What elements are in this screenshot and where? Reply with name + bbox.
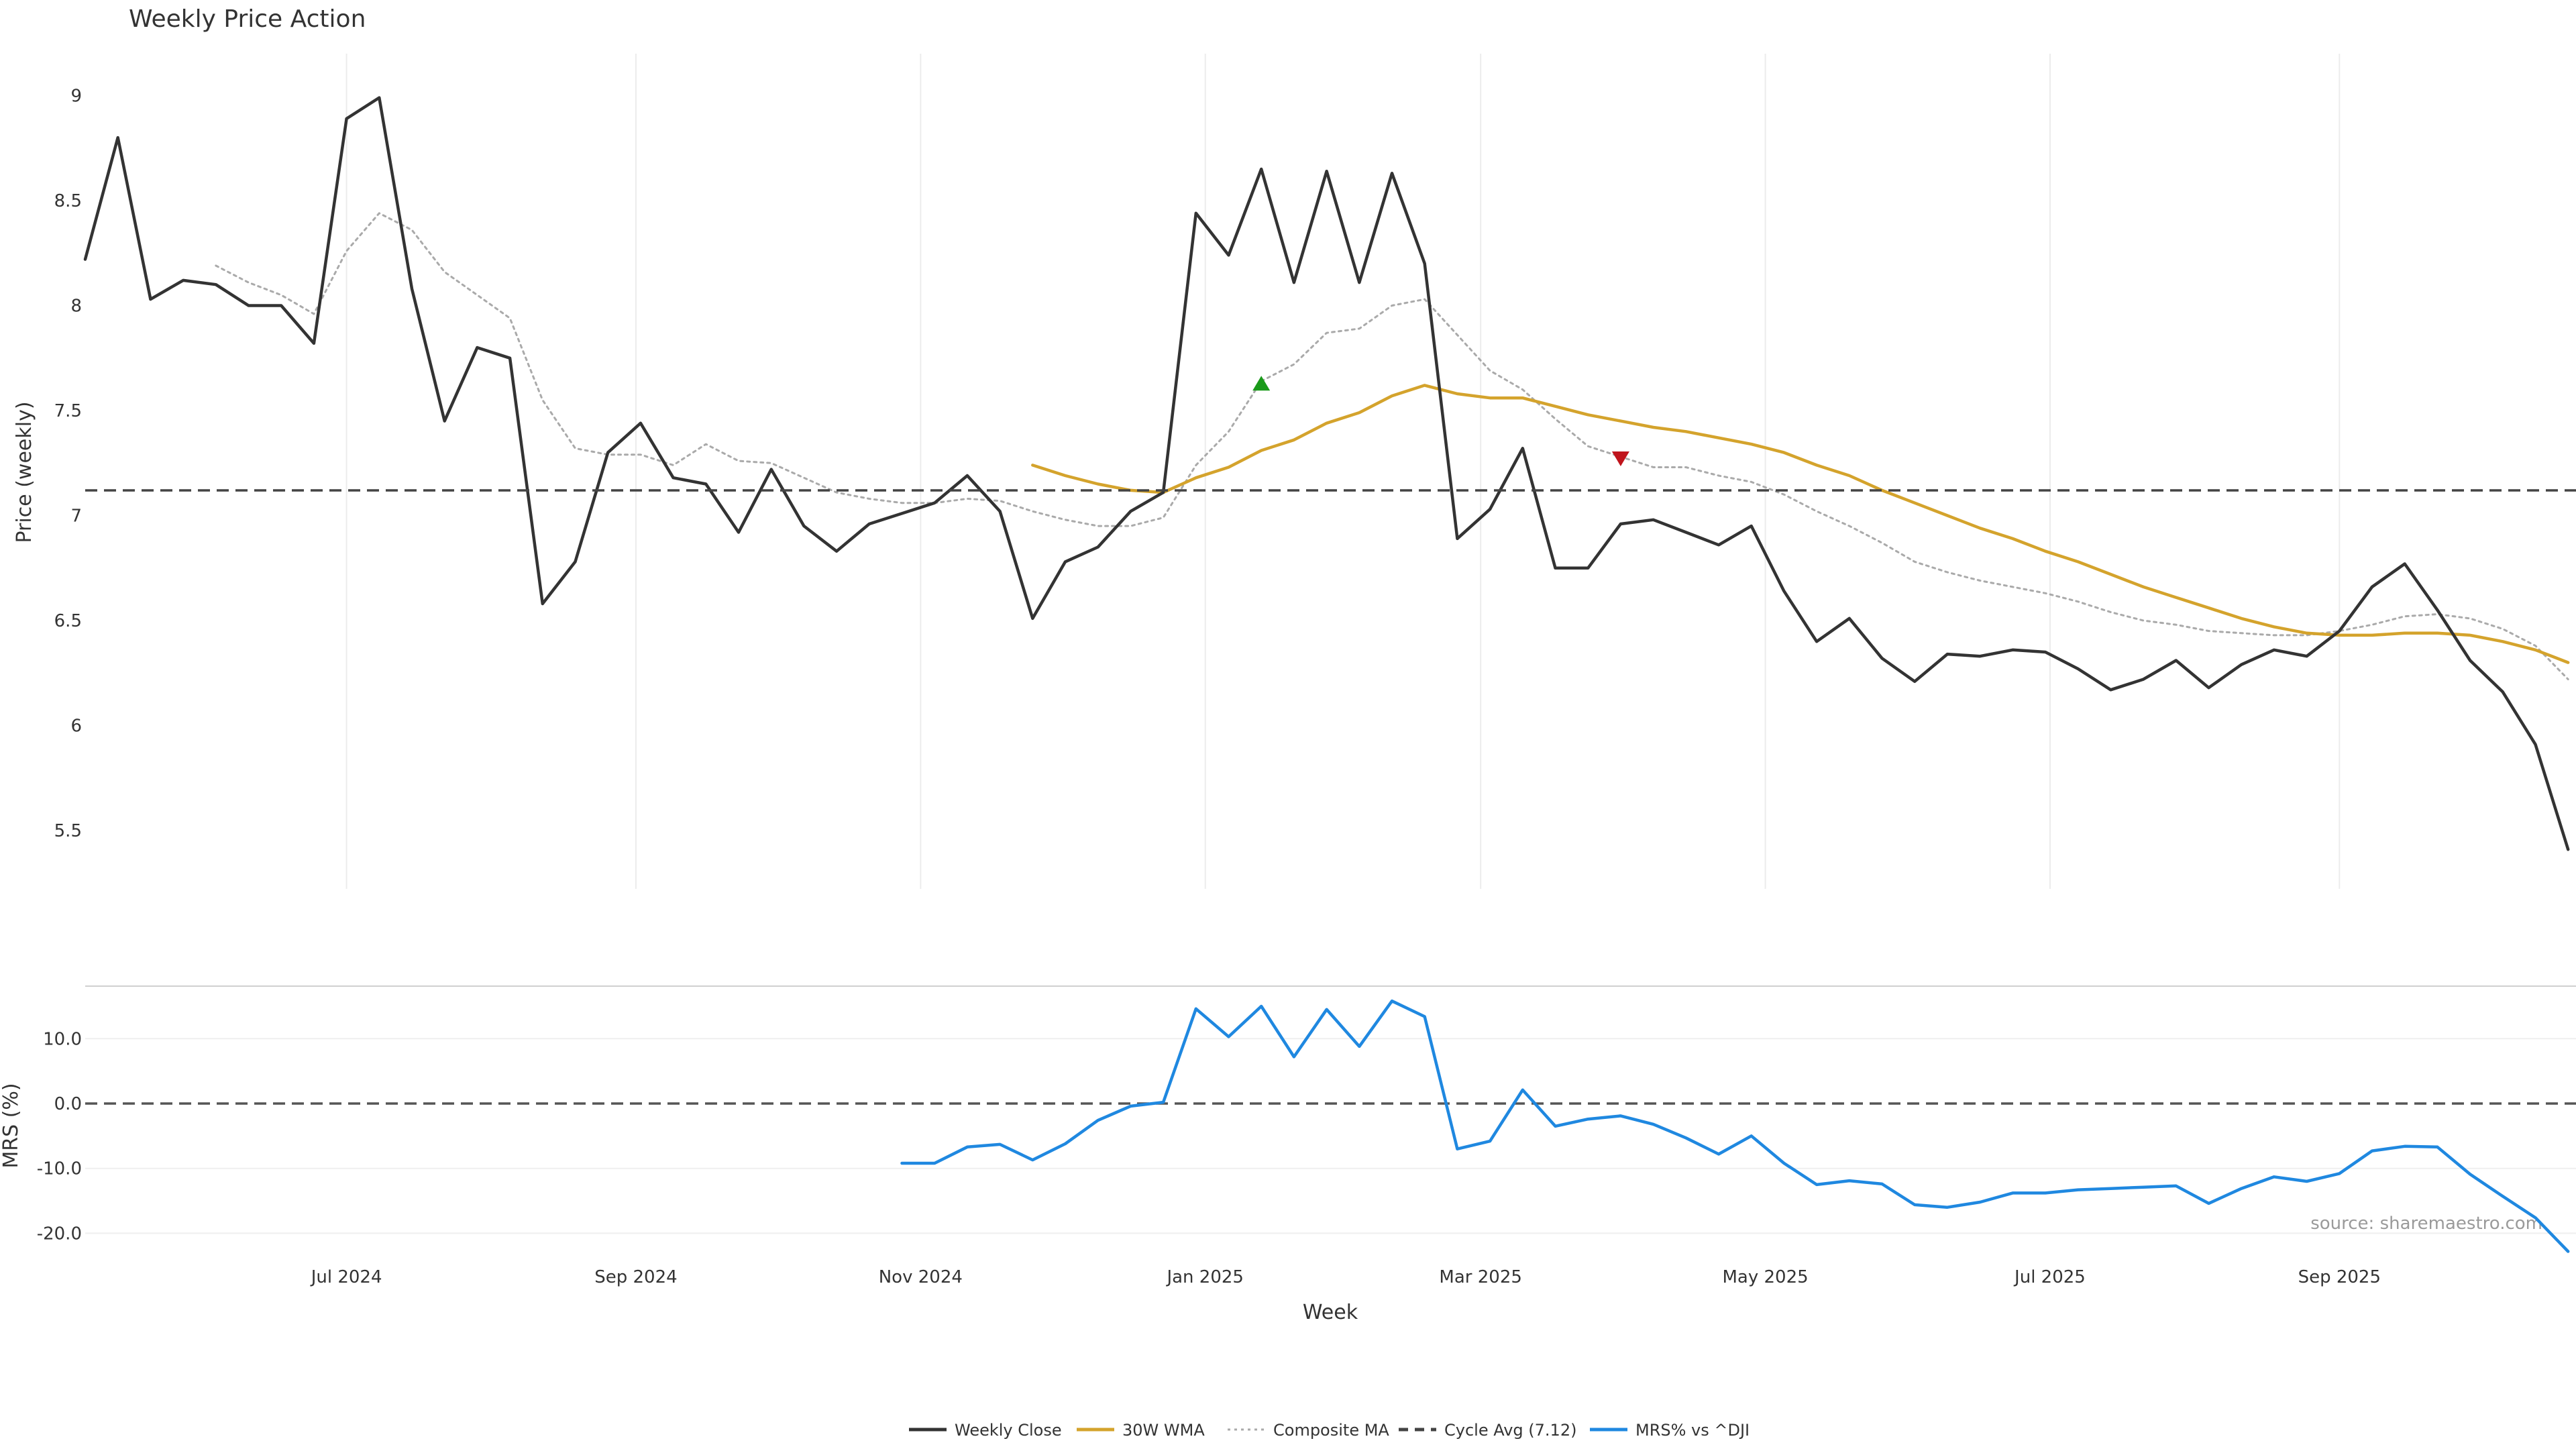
x-tick-label: Mar 2025	[1439, 1267, 1522, 1287]
legend-label: 30W WMA	[1122, 1421, 1205, 1440]
legend-label: MRS% vs ^DJI	[1635, 1421, 1750, 1440]
legend-label: Weekly Close	[955, 1421, 1062, 1440]
x-axis-ticks: Jul 2024 Sep 2024 Nov 2024 Jan 2025 Mar 2025…	[310, 1267, 2381, 1287]
x-tick-label: Jul 2025	[2013, 1267, 2086, 1287]
price-y-tick-label: 7	[70, 506, 82, 527]
price-y-tick-label: 5.5	[54, 821, 82, 841]
mrs-y-tick-label: 0.0	[54, 1094, 82, 1114]
price-y-tick-label: 8	[70, 297, 82, 317]
price-panel-series	[83, 96, 2576, 851]
signal-markers	[1252, 376, 1629, 466]
chart-title: Weekly Price Action	[129, 5, 366, 33]
price-panel-gridlines	[345, 54, 2341, 889]
mrs-panel-gridlines	[85, 985, 2576, 1234]
mrs-y-axis-label: MRS (%)	[0, 1083, 23, 1168]
mrs-y-tick-label: -20.0	[37, 1224, 82, 1244]
price-y-axis-ticks: 5.5 6 6.5 7 7.5 8 8.5 9	[54, 87, 82, 842]
x-tick-label: Sep 2025	[2298, 1267, 2381, 1287]
mrs-mrs-vs-dji-line	[900, 999, 2570, 1253]
price-y-axis-label: Price (weekly)	[13, 401, 36, 543]
legend: Weekly Close 30W WMA Composite MA Cycle Avg…	[909, 1421, 1750, 1440]
price-30w-wma-line	[1031, 384, 2570, 664]
legend-label: Cycle Avg (7.12)	[1444, 1421, 1576, 1440]
mrs-y-tick-label: -10.0	[37, 1159, 82, 1179]
x-tick-label: Nov 2024	[879, 1267, 963, 1287]
price-y-tick-label: 8.5	[54, 191, 82, 211]
x-tick-label: May 2025	[1722, 1267, 1808, 1287]
buy-signal-marker	[1252, 376, 1271, 391]
source-annotation: source: sharemaestro.com	[2310, 1214, 2542, 1234]
x-tick-label: Jul 2024	[310, 1267, 382, 1287]
legend-label: Composite MA	[1273, 1421, 1389, 1440]
x-tick-label: Jan 2025	[1165, 1267, 1244, 1287]
x-axis-label: Week	[1303, 1301, 1358, 1324]
x-tick-label: Sep 2024	[594, 1267, 677, 1287]
price-y-tick-label: 6.5	[54, 611, 82, 631]
mrs-y-tick-label: 10.0	[43, 1029, 82, 1049]
sell-signal-marker	[1611, 451, 1629, 466]
price-y-tick-label: 7.5	[54, 401, 82, 421]
price-weekly-close-line	[83, 96, 2570, 851]
mrs-panel-series	[85, 999, 2576, 1253]
price-y-tick-label: 6	[70, 716, 82, 737]
price-y-tick-label: 9	[70, 87, 82, 107]
mrs-y-axis-ticks: 10.0 0.0 -10.0 -20.0	[37, 1029, 82, 1244]
